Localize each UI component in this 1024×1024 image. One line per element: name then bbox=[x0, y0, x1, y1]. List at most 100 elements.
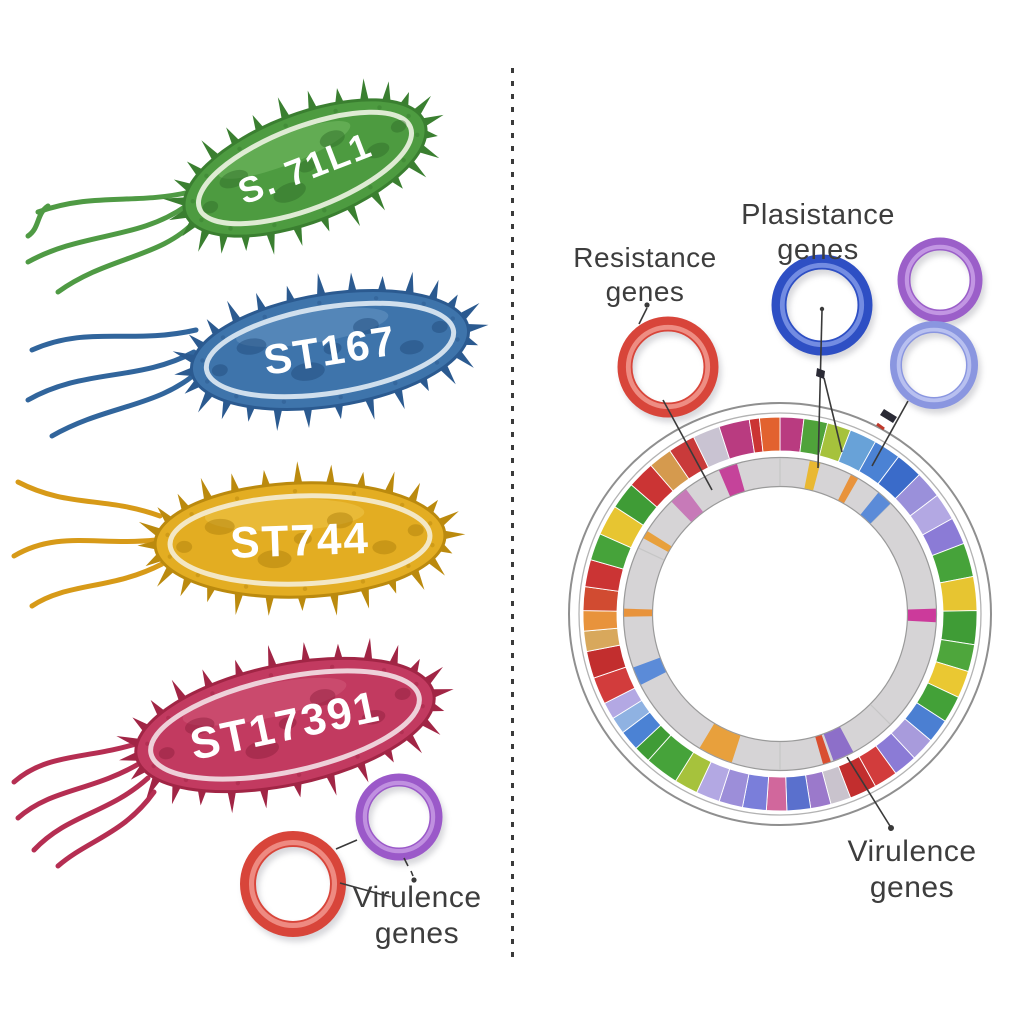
pilus-spike bbox=[231, 473, 240, 492]
virulence-genes-label-right: Virulence genes bbox=[847, 834, 976, 906]
virulence-genes-label-left: Virulence genes bbox=[352, 880, 481, 952]
flagellum bbox=[29, 561, 165, 609]
pilus-spike bbox=[146, 777, 161, 799]
pilus-spike bbox=[428, 279, 439, 300]
gene-mark bbox=[823, 727, 854, 761]
pilus-spike bbox=[256, 292, 267, 312]
pilus-spike bbox=[425, 130, 438, 139]
pilus-spike bbox=[198, 391, 213, 413]
pilus-spike bbox=[393, 388, 405, 410]
pilus-spike bbox=[346, 205, 360, 227]
gene-mark bbox=[643, 531, 672, 552]
pilus-spike bbox=[227, 791, 236, 814]
left-purple-plasmid-ring bbox=[355, 773, 443, 861]
label-line: Plasistance bbox=[741, 199, 895, 231]
label-line: Virulence bbox=[847, 835, 977, 868]
circular-genome-map bbox=[568, 402, 992, 826]
pilus-spike bbox=[265, 596, 274, 616]
resistance-genes-label: Resistance genes bbox=[573, 241, 717, 309]
gene-mark bbox=[623, 608, 653, 617]
pilus-spike bbox=[174, 367, 193, 377]
pilus-spike bbox=[221, 400, 232, 420]
pilus-spike bbox=[356, 762, 369, 783]
flagellum bbox=[11, 537, 159, 559]
inner-membrane bbox=[203, 300, 457, 400]
pilus-spike bbox=[421, 718, 441, 735]
flagellum bbox=[25, 203, 51, 239]
pilus-spike bbox=[297, 596, 307, 611]
inner-backbone-ring bbox=[622, 456, 938, 772]
pilus-spike bbox=[363, 637, 373, 660]
pilus-spike bbox=[377, 275, 387, 291]
pilus-spike bbox=[360, 588, 370, 609]
pilus-spike bbox=[138, 521, 161, 536]
pilus-spike bbox=[201, 140, 219, 160]
bacterium-st744: ST744 bbox=[137, 461, 466, 616]
right-red-plasmid-ring bbox=[617, 316, 719, 418]
label-line: genes bbox=[374, 917, 460, 950]
pilus-spike bbox=[356, 471, 366, 488]
gene-mark bbox=[838, 475, 858, 504]
flagellum bbox=[25, 203, 189, 265]
flagellum bbox=[55, 217, 199, 295]
flagellum bbox=[31, 775, 151, 853]
outer-segment-ring bbox=[582, 416, 978, 812]
pilus-spike bbox=[334, 643, 343, 659]
genome-segment bbox=[758, 416, 781, 453]
pilus-spike bbox=[301, 642, 311, 662]
gene-mark bbox=[699, 723, 741, 763]
flagellum bbox=[15, 479, 163, 519]
gene-mark bbox=[671, 489, 703, 522]
gene-mark bbox=[633, 657, 666, 685]
pilus-spike bbox=[198, 229, 210, 252]
pilus-spike bbox=[405, 734, 423, 754]
pilus-spike bbox=[467, 323, 489, 333]
pilus-spike bbox=[293, 226, 303, 246]
gene-mark bbox=[815, 735, 831, 764]
plasistance-genes-label: Plasistance genes bbox=[741, 198, 895, 268]
pilus-spike bbox=[259, 788, 269, 809]
label-line: genes bbox=[869, 871, 955, 904]
pilus-spike bbox=[261, 469, 270, 487]
pilus-spike bbox=[207, 586, 216, 603]
pilus-spike bbox=[171, 785, 181, 805]
pilus-spike bbox=[460, 303, 480, 320]
label-line: Resistance bbox=[573, 242, 717, 273]
pilus-spike bbox=[334, 404, 343, 420]
inner-membrane bbox=[148, 668, 422, 782]
pilus-spike bbox=[440, 364, 456, 385]
left-red-plasmid-ring bbox=[240, 831, 346, 937]
pilus-spike bbox=[365, 398, 375, 420]
pilus-spike bbox=[410, 569, 425, 591]
label-line: Virulence bbox=[352, 881, 482, 914]
pilus-spike bbox=[317, 273, 326, 296]
pilus-spike bbox=[119, 752, 138, 761]
pilus-spike bbox=[177, 493, 190, 511]
gene-mark bbox=[804, 460, 821, 491]
pilus-spike bbox=[335, 88, 344, 104]
pilus-spike bbox=[157, 566, 174, 587]
pilus-spike bbox=[137, 540, 156, 550]
right-blue-plasmid-ring bbox=[771, 254, 873, 356]
bacterium-st167: ST167 bbox=[172, 271, 489, 432]
pilus-spike bbox=[432, 689, 454, 698]
pilus-spike bbox=[370, 191, 385, 211]
pilus-spike bbox=[303, 408, 312, 428]
pilus-spike bbox=[438, 511, 459, 526]
pilus-spike bbox=[116, 735, 139, 747]
right-purple-plasmid-ring bbox=[897, 237, 983, 323]
pilus-spike bbox=[407, 160, 427, 178]
pilus-spike bbox=[172, 351, 195, 363]
genome-segment bbox=[939, 575, 978, 612]
flagellum bbox=[11, 739, 145, 785]
connector-lines bbox=[335, 302, 909, 898]
pilus-spike bbox=[360, 78, 369, 101]
flagellum bbox=[35, 189, 193, 215]
genome-segment bbox=[582, 610, 619, 632]
pilus-spike bbox=[422, 114, 444, 127]
pilus-spike bbox=[202, 669, 214, 688]
gene-mark bbox=[719, 464, 745, 497]
pilus-spike bbox=[405, 271, 414, 294]
pilus-spike bbox=[348, 272, 357, 292]
